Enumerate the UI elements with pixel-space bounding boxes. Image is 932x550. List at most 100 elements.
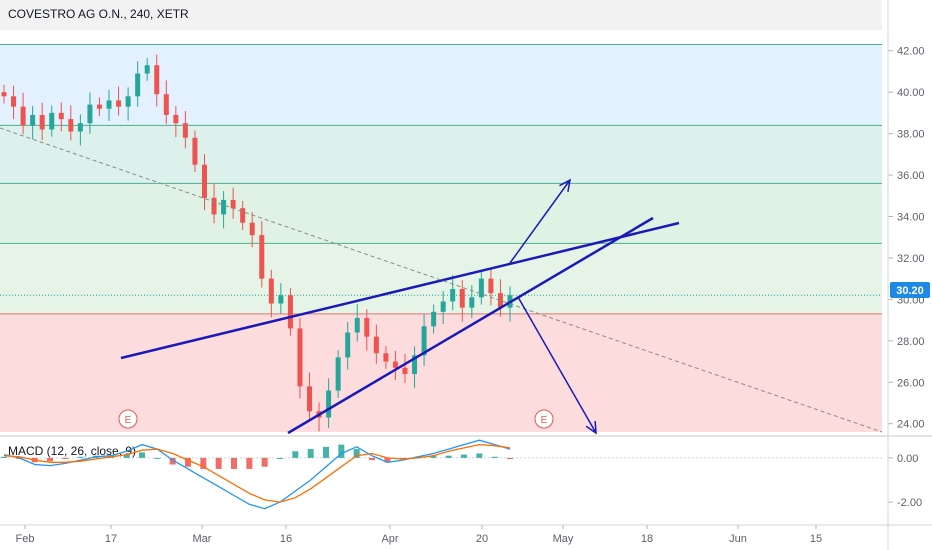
earnings-marker-1 — [534, 409, 554, 429]
trend-line-0 — [120, 221, 680, 360]
time-tick-label-8: Jun — [729, 533, 747, 545]
earnings-marker-label-0: E — [125, 415, 132, 426]
candle-body-21 — [201, 164, 207, 198]
candle-body-2 — [20, 106, 26, 126]
candle-body-22 — [211, 197, 217, 215]
candle-body-4 — [39, 114, 45, 130]
arrow-line-1 — [517, 296, 597, 434]
zone-1 — [0, 125, 882, 184]
candle-body-45 — [431, 311, 437, 327]
svg-text:30.20: 30.20 — [896, 285, 924, 297]
macd-hist-bar-17 — [261, 457, 268, 467]
price-axis: 42.0040.0038.0036.0034.0032.0030.0028.00… — [888, 46, 925, 431]
candle-body-19 — [182, 123, 188, 138]
time-tick-label-7: 18 — [641, 533, 653, 545]
macd-axis: 0.00 -2.00 — [888, 453, 922, 509]
trend-line-2 — [0, 127, 883, 433]
macd-hist-bar-31 — [476, 453, 483, 458]
time-tick-label-9: 15 — [810, 533, 822, 545]
price-tick-label-2: 38.00 — [897, 129, 925, 141]
time-tick-label-2: Mar — [193, 533, 212, 545]
candle-body-14 — [135, 73, 141, 97]
candle-body-28 — [268, 278, 274, 304]
macd-hist-bar-16 — [246, 457, 253, 469]
candle-body-16 — [154, 65, 160, 95]
chart-title: COVESTRO AG O.N., 240, XETR — [8, 7, 189, 21]
candle-body-18 — [173, 114, 179, 124]
candle-body-23 — [221, 199, 227, 215]
macd-hist-bar-22 — [338, 444, 345, 458]
candle-body-3 — [30, 114, 36, 126]
candle-body-30 — [287, 295, 293, 329]
earnings-marker-0 — [118, 409, 138, 429]
macd-series-0 — [3, 439, 511, 510]
candle-body-31 — [297, 328, 303, 387]
arrow-line-0 — [509, 179, 571, 264]
candle-body-38 — [364, 318, 370, 337]
macd-hist-bar-20 — [307, 449, 314, 458]
macd-hist-bar-33 — [507, 457, 513, 459]
price-zones — [0, 44, 882, 432]
arrow-head-1 — [585, 420, 597, 435]
earnings-marker-label-1: E — [541, 415, 548, 426]
candle-body-32 — [307, 386, 313, 412]
price-tick-label-3: 36.00 — [897, 170, 925, 182]
macd-hist-bar-23 — [353, 449, 360, 458]
candle-body-0 — [1, 92, 7, 97]
candle-body-44 — [421, 326, 427, 356]
candle-body-40 — [383, 353, 389, 362]
macd-hist-bar-21 — [323, 446, 329, 458]
macd-hist-bar-25 — [384, 457, 391, 463]
zone-4 — [0, 313, 882, 432]
price-tick-label-8: 26.00 — [897, 377, 925, 389]
macd-hist-bar-15 — [231, 457, 237, 469]
time-tick-label-3: 16 — [280, 533, 292, 545]
candle-body-43 — [412, 355, 418, 374]
macd-hist-bar-0 — [1, 456, 7, 458]
candle-body-34 — [326, 390, 332, 418]
macd-hist-bar-13 — [200, 457, 207, 469]
macd-hist-bar-14 — [215, 457, 222, 469]
candle-body-13 — [125, 96, 131, 107]
price-tick-label-4: 34.00 — [897, 211, 925, 223]
macd-hist-bar-12 — [185, 457, 191, 467]
candle-body-1 — [11, 96, 17, 107]
price-tick-label-1: 40.00 — [897, 87, 925, 99]
time-axis: Feb 17 Mar 16 Apr 20 May 18 Jun 15 — [16, 525, 822, 545]
macd-series-1 — [3, 443, 511, 503]
candle-body-50 — [478, 278, 484, 298]
macd-hist-bar-11 — [169, 457, 176, 465]
candle-body-36 — [345, 332, 351, 358]
candle-body-20 — [192, 137, 198, 165]
macd-hist-bar-19 — [292, 451, 299, 458]
macd-pane — [0, 439, 882, 510]
candle-body-5 — [49, 112, 55, 130]
macd-hist-bar-30 — [461, 454, 467, 458]
macd-hist-bar-28 — [430, 455, 437, 458]
candle-body-26 — [249, 222, 255, 236]
zone-2 — [0, 183, 882, 244]
candle-body-6 — [58, 112, 64, 120]
macd-hist-bar-9 — [139, 452, 145, 458]
time-tick-label-6: May — [553, 533, 574, 545]
time-tick-label-5: 20 — [476, 533, 488, 545]
header-bar — [0, 0, 882, 30]
zone-0 — [0, 44, 882, 126]
candle-body-46 — [440, 301, 446, 312]
macd-title: MACD (12, 26, close, 9) — [8, 444, 136, 458]
candle-body-51 — [488, 278, 494, 294]
candle-body-39 — [373, 336, 379, 354]
candle-body-11 — [106, 100, 112, 109]
price-tick-label-5: 32.00 — [897, 253, 925, 265]
arrow-head-0 — [559, 178, 572, 192]
macd-hist-bar-29 — [445, 455, 452, 458]
macd-hist-bar-3 — [47, 457, 53, 462]
candle-body-17 — [163, 94, 169, 115]
candle-body-48 — [459, 289, 465, 308]
candle-body-12 — [116, 100, 122, 107]
candle-body-49 — [469, 297, 475, 308]
candle-body-35 — [335, 357, 341, 391]
